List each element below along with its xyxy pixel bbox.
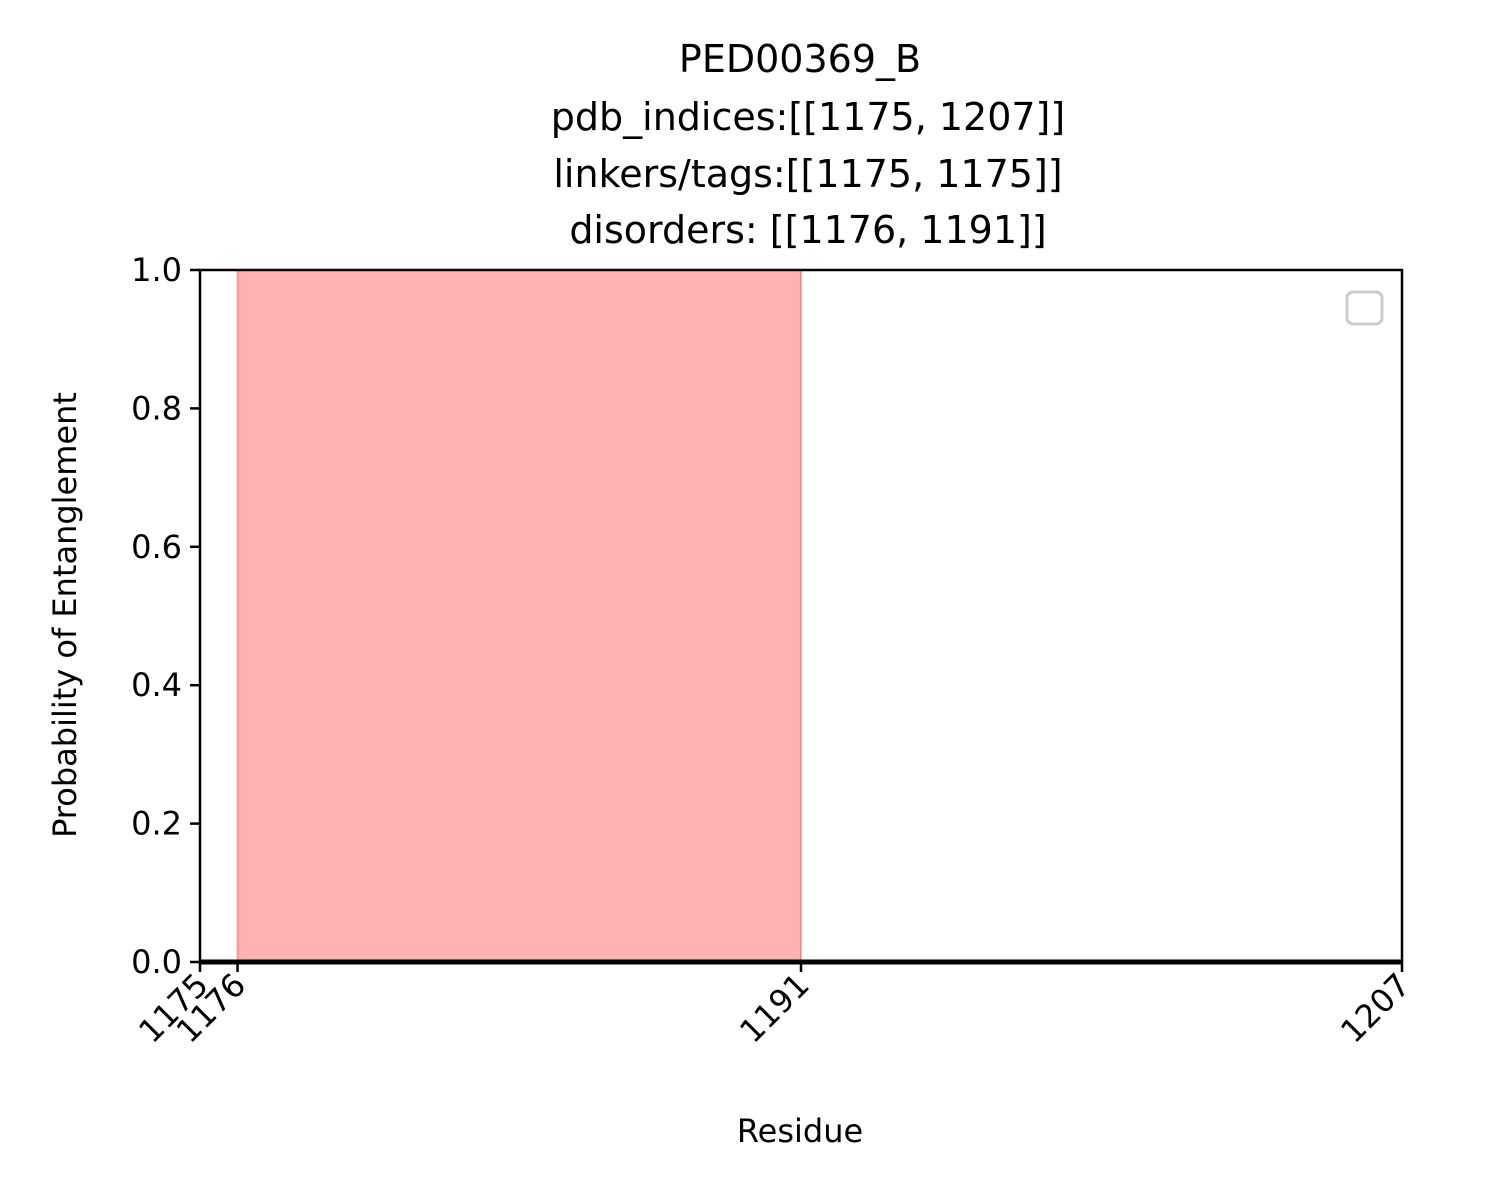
chart-title: PED00369_B pdb_indices:[[1175, 1207]] li…	[551, 37, 1065, 252]
y-tick-label-0: 0.0	[131, 943, 182, 981]
y-tick-label-5: 1.0	[131, 251, 182, 289]
y-tick-label-4: 0.8	[131, 389, 182, 427]
x-axis-label: Residue	[737, 1112, 863, 1150]
y-tick-label-3: 0.6	[131, 528, 182, 566]
plot-background	[200, 270, 1402, 962]
y-tick-label-1: 0.2	[131, 805, 182, 843]
y-axis-label: Probability of Entanglement	[46, 392, 84, 838]
title-line-1: PED00369_B	[679, 37, 921, 81]
legend-box	[1345, 290, 1384, 326]
y-tick-label-2: 0.4	[131, 666, 182, 704]
title-line-2: pdb_indices:[[1175, 1207]]	[551, 95, 1065, 139]
title-line-4: disorders: [[1176, 1191]]	[569, 208, 1046, 252]
disorder-region-1	[237, 270, 801, 962]
title-line-3: linkers/tags:[[1175, 1175]]	[553, 152, 1062, 196]
